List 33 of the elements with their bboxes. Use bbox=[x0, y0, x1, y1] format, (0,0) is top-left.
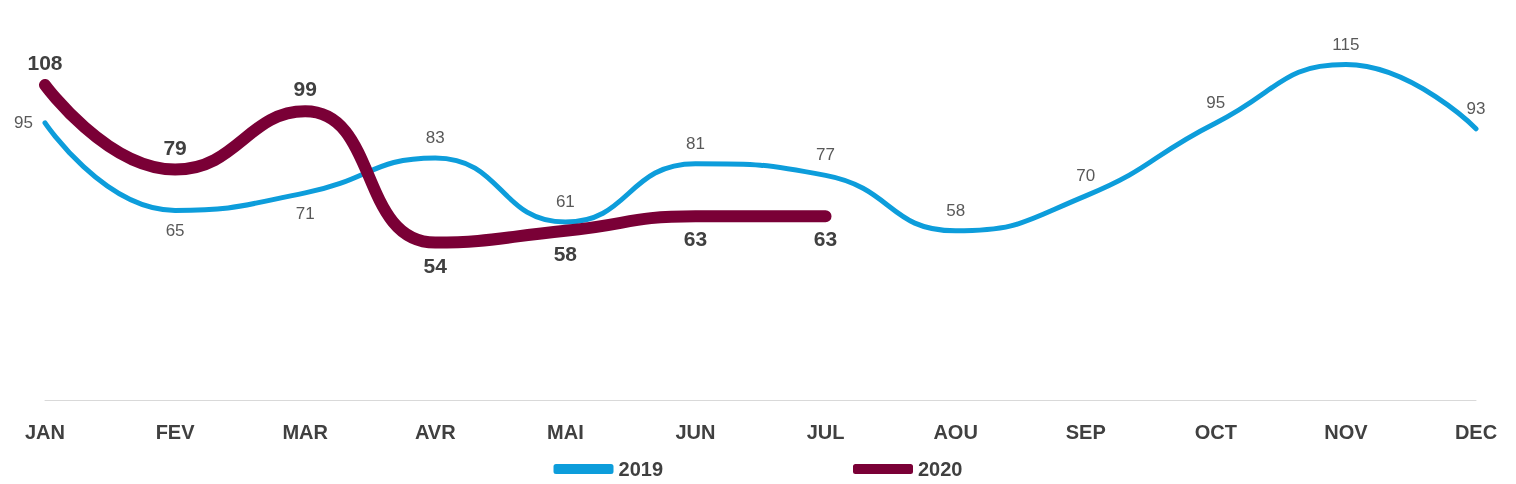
data-label: 63 bbox=[683, 227, 708, 251]
x-tick-label: JUL bbox=[806, 421, 845, 443]
data-label: 58 bbox=[553, 241, 578, 265]
data-label: 65 bbox=[165, 221, 185, 241]
data-label: 61 bbox=[555, 192, 575, 212]
x-tick-label: DEC bbox=[1454, 421, 1498, 443]
legend-label: 2019 bbox=[618, 458, 664, 480]
data-label: 77 bbox=[816, 145, 836, 165]
data-label: 58 bbox=[946, 200, 966, 220]
x-tick-label: JAN bbox=[24, 421, 66, 443]
x-tick-label: SEP bbox=[1065, 421, 1106, 443]
x-tick-label: MAR bbox=[282, 421, 329, 443]
x-tick-label: JUN bbox=[675, 421, 716, 443]
data-label: 115 bbox=[1332, 34, 1360, 54]
data-label: 95 bbox=[1206, 92, 1226, 112]
x-tick-label: FEV bbox=[155, 421, 196, 443]
data-label: 79 bbox=[163, 135, 187, 159]
x-tick-label: AOU bbox=[933, 421, 978, 443]
data-label: 83 bbox=[425, 127, 445, 147]
x-tick-label: OCT bbox=[1194, 421, 1237, 443]
data-label: 81 bbox=[685, 133, 705, 153]
data-label: 70 bbox=[1076, 165, 1096, 185]
x-tick-label: MAI bbox=[547, 421, 584, 443]
legend-label: 2020 bbox=[918, 458, 963, 480]
data-label: 93 bbox=[1466, 98, 1486, 118]
data-label: 108 bbox=[27, 51, 63, 74]
data-label: 63 bbox=[813, 227, 838, 251]
x-tick-label: AVR bbox=[414, 421, 457, 443]
x-tick-label: NOV bbox=[1324, 421, 1369, 443]
data-label: 95 bbox=[14, 113, 33, 133]
data-label: 71 bbox=[295, 203, 315, 223]
data-label: 54 bbox=[423, 253, 448, 277]
data-label: 99 bbox=[293, 77, 317, 101]
